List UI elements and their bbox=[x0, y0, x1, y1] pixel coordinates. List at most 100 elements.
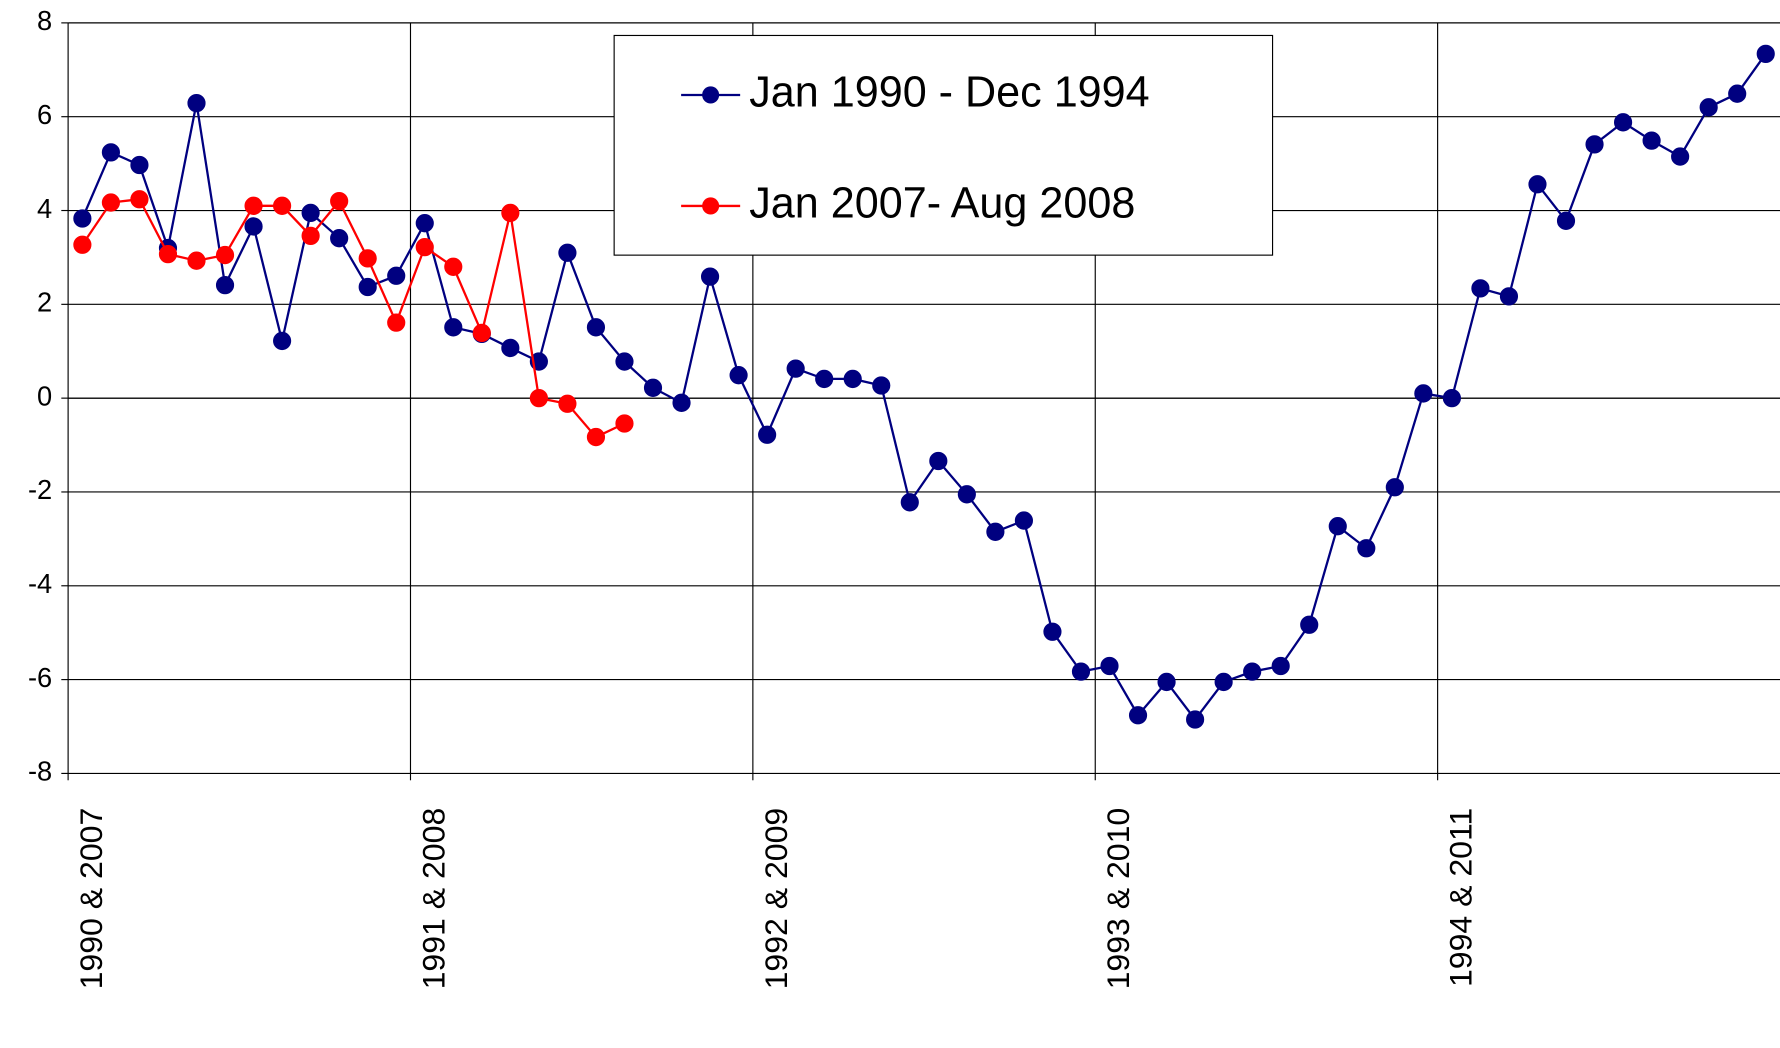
legend-label: Jan 2007- Aug 2008 bbox=[749, 179, 1135, 227]
data-point bbox=[130, 155, 149, 175]
data-point bbox=[358, 249, 377, 268]
data-point bbox=[187, 93, 206, 113]
data-point bbox=[330, 229, 349, 248]
y-tick-label: -2 bbox=[28, 474, 52, 505]
y-tick-label: 8 bbox=[37, 5, 52, 36]
y-tick-label: -6 bbox=[28, 662, 52, 693]
data-point bbox=[244, 196, 263, 215]
y-tick-label: -4 bbox=[28, 568, 52, 599]
data-point bbox=[73, 209, 92, 228]
data-point bbox=[101, 193, 120, 212]
data-point bbox=[273, 331, 292, 351]
y-tick-label: 0 bbox=[37, 380, 52, 411]
data-point bbox=[1357, 539, 1376, 558]
grid: -8 -6 -4 -2 0 2 4 6 8 1990 & 2007 1991 & 2008 1992 … bbox=[28, 5, 1780, 989]
data-point bbox=[330, 191, 349, 211]
data-point bbox=[1100, 656, 1119, 676]
legend: Jan 1990 - Dec 1994 Jan 2007- Aug 2008 bbox=[613, 34, 1274, 256]
data-point bbox=[415, 237, 434, 257]
data-point bbox=[1300, 615, 1319, 634]
data-point bbox=[273, 196, 292, 215]
data-point bbox=[1756, 44, 1775, 63]
data-point bbox=[472, 323, 491, 343]
data-point bbox=[1043, 622, 1062, 641]
data-point bbox=[1157, 672, 1176, 692]
data-point bbox=[244, 217, 263, 236]
data-point bbox=[415, 214, 434, 233]
data-point bbox=[529, 388, 548, 408]
data-point bbox=[444, 257, 463, 276]
y-tick-label: 4 bbox=[37, 193, 52, 224]
x-tick-label: 1991 & 2008 bbox=[416, 808, 452, 990]
data-point bbox=[729, 366, 748, 385]
data-point bbox=[101, 143, 120, 162]
data-point bbox=[1128, 706, 1148, 725]
data-point bbox=[501, 203, 520, 223]
data-point bbox=[1528, 175, 1547, 194]
data-point bbox=[1499, 287, 1519, 306]
data-point bbox=[586, 427, 606, 447]
data-point bbox=[301, 203, 320, 223]
data-point bbox=[387, 313, 406, 332]
data-point bbox=[1442, 388, 1461, 408]
plot-area bbox=[73, 44, 1775, 729]
data-point bbox=[758, 425, 777, 444]
data-point bbox=[1014, 511, 1033, 530]
data-point bbox=[215, 275, 235, 295]
legend-label: Jan 1990 - Dec 1994 bbox=[749, 68, 1149, 116]
data-point bbox=[872, 376, 891, 395]
data-point bbox=[73, 235, 92, 254]
x-tick-label: 1994 & 2011 bbox=[1443, 808, 1479, 987]
data-point bbox=[929, 451, 948, 471]
data-point bbox=[1071, 662, 1091, 681]
legend-marker bbox=[702, 197, 720, 215]
data-point bbox=[215, 245, 235, 265]
data-point bbox=[615, 352, 634, 371]
data-point bbox=[1585, 135, 1604, 154]
data-point bbox=[558, 243, 577, 262]
data-point bbox=[1186, 710, 1205, 729]
data-point bbox=[615, 414, 634, 433]
data-point bbox=[843, 369, 862, 389]
data-point bbox=[1385, 478, 1404, 497]
x-tick-label: 1993 & 2010 bbox=[1100, 808, 1136, 990]
data-point bbox=[986, 522, 1005, 541]
data-point bbox=[1613, 113, 1633, 132]
data-point bbox=[387, 266, 406, 285]
data-point bbox=[130, 190, 149, 209]
data-point bbox=[1414, 384, 1433, 403]
data-point bbox=[358, 277, 377, 297]
data-point bbox=[1328, 517, 1347, 536]
x-tick-label: 1990 & 2007 bbox=[73, 808, 109, 990]
data-point bbox=[1671, 147, 1690, 166]
data-point bbox=[900, 493, 919, 512]
x-tick-label: 1992 & 2009 bbox=[758, 808, 794, 990]
data-point bbox=[1471, 279, 1490, 298]
data-point bbox=[301, 226, 320, 245]
data-point bbox=[187, 251, 206, 270]
data-point bbox=[1271, 656, 1290, 676]
data-point bbox=[1699, 98, 1718, 117]
data-point bbox=[815, 369, 834, 389]
y-tick-label: -8 bbox=[28, 756, 52, 787]
data-point bbox=[444, 318, 463, 337]
data-point bbox=[786, 359, 805, 378]
y-tick-label: 6 bbox=[37, 99, 52, 130]
data-point bbox=[1214, 672, 1233, 692]
data-point bbox=[1556, 211, 1576, 230]
data-point bbox=[1728, 84, 1747, 103]
data-point bbox=[643, 378, 663, 397]
legend-marker bbox=[702, 86, 720, 104]
data-point bbox=[700, 267, 720, 286]
data-point bbox=[1243, 662, 1262, 681]
legend-box bbox=[613, 34, 1274, 256]
data-point bbox=[1642, 131, 1661, 150]
data-point bbox=[672, 393, 691, 412]
data-point bbox=[158, 244, 178, 264]
data-point bbox=[501, 338, 520, 358]
data-point bbox=[586, 318, 606, 337]
y-tick-label: 2 bbox=[37, 286, 52, 317]
data-point bbox=[957, 485, 976, 504]
